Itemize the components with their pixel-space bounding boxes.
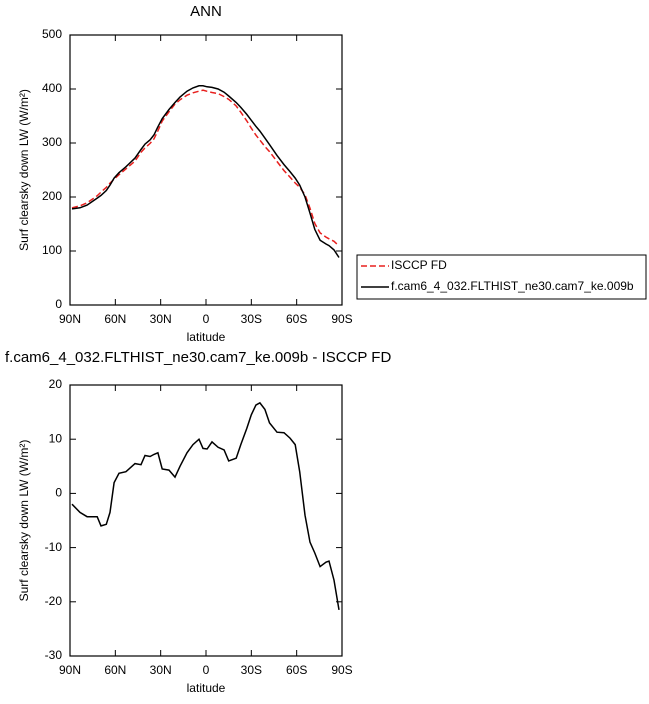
data-line (71, 85, 340, 258)
x-tick-label: 60S (286, 312, 307, 326)
y-tick-label: -20 (45, 594, 63, 608)
x-tick-label: 0 (203, 312, 210, 326)
x-axis-label: latitude (187, 330, 226, 344)
y-tick-label: 20 (49, 377, 63, 391)
y-tick-label: 0 (55, 486, 62, 500)
y-tick-label: 10 (49, 431, 63, 445)
y-tick-label: 200 (42, 189, 62, 203)
x-tick-label: 60S (286, 663, 307, 677)
chart-title: f.cam6_4_032.FLTHIST_ne30.cam7_ke.009b -… (5, 349, 391, 366)
x-axis-label: latitude (187, 681, 226, 695)
x-tick-label: 30S (241, 663, 262, 677)
legend-label: ISCCP FD (391, 258, 447, 272)
x-tick-label: 30N (150, 663, 172, 677)
legend-box (356, 254, 647, 300)
x-tick-label: 90N (59, 312, 81, 326)
x-tick-label: 0 (203, 663, 210, 677)
y-tick-label: -30 (45, 648, 63, 662)
legend-label: f.cam6_4_032.FLTHIST_ne30.cam7_ke.009b (391, 279, 634, 293)
x-tick-label: 90S (331, 663, 352, 677)
data-line (71, 89, 340, 247)
x-tick-label: 30N (150, 312, 172, 326)
y-axis-label: Surf clearsky down LW (W/m²) (17, 440, 31, 602)
chart-title: ANN (190, 3, 222, 20)
y-axis-label: Surf clearsky down LW (W/m²) (17, 89, 31, 251)
x-tick-label: 60N (104, 663, 126, 677)
y-tick-label: 100 (42, 243, 62, 257)
plot-frame (69, 34, 343, 306)
y-tick-label: 500 (42, 27, 62, 41)
data-line (71, 401, 340, 611)
x-tick-label: 90S (331, 312, 352, 326)
plot-frame (69, 384, 343, 657)
y-tick-label: 0 (55, 297, 62, 311)
y-tick-label: 300 (42, 135, 62, 149)
x-tick-label: 60N (104, 312, 126, 326)
x-tick-label: 90N (59, 663, 81, 677)
x-tick-label: 30S (241, 312, 262, 326)
y-tick-label: -10 (45, 540, 63, 554)
y-tick-label: 400 (42, 81, 62, 95)
